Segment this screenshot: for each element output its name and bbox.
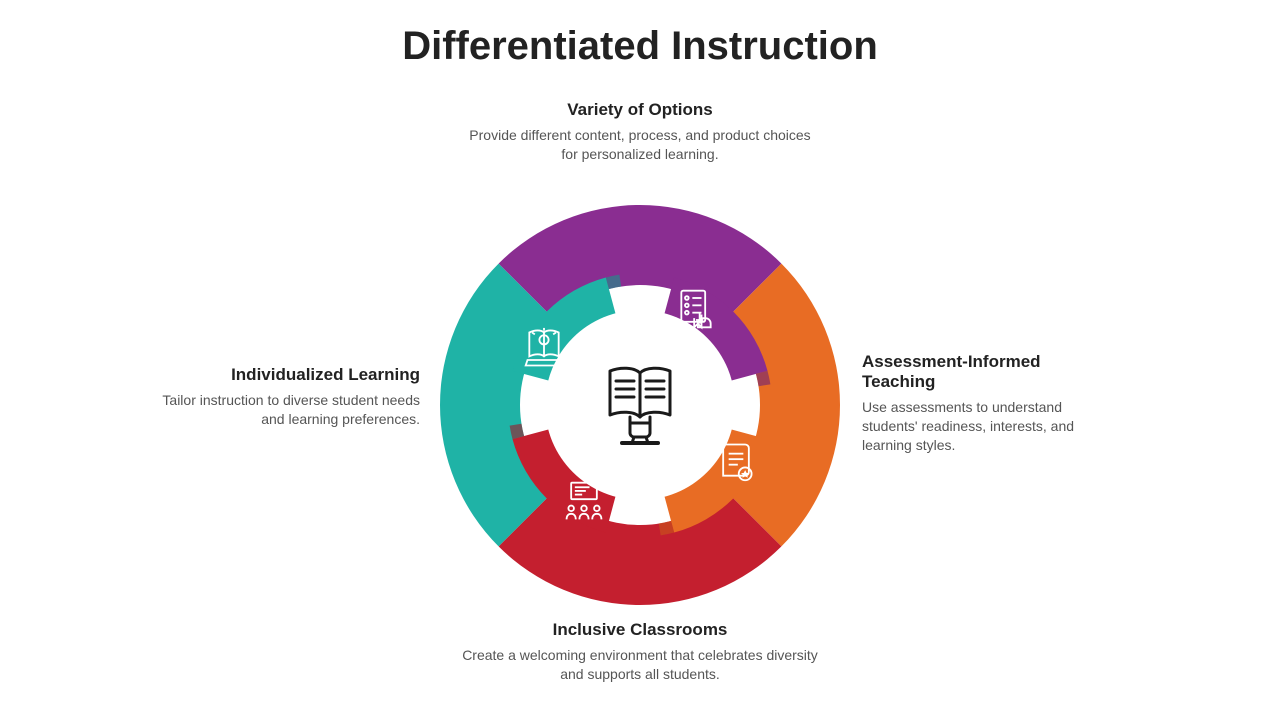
- label-individualized: Individualized Learning Tailor instructi…: [160, 365, 420, 429]
- label-title: Variety of Options: [460, 100, 820, 120]
- checklist-tap-icon: [674, 287, 718, 331]
- circular-diagram: [440, 205, 840, 605]
- label-title: Individualized Learning: [160, 365, 420, 385]
- label-assessment: Assessment-Informed Teaching Use assessm…: [862, 352, 1112, 455]
- book-lightbulb-icon: [522, 327, 566, 371]
- certificate-star-icon: [714, 439, 758, 483]
- hand-book-icon: [590, 355, 690, 455]
- label-desc: Use assessments to understand students' …: [862, 398, 1112, 455]
- label-variety: Variety of Options Provide different con…: [460, 100, 820, 164]
- page-title: Differentiated Instruction: [0, 24, 1280, 69]
- label-desc: Tailor instruction to diverse student ne…: [160, 391, 420, 429]
- label-title: Inclusive Classrooms: [450, 620, 830, 640]
- label-desc: Provide different content, process, and …: [460, 126, 820, 164]
- label-desc: Create a welcoming environment that cele…: [450, 646, 830, 684]
- classroom-people-icon: [562, 479, 606, 523]
- label-inclusive: Inclusive Classrooms Create a welcoming …: [450, 620, 830, 684]
- label-title: Assessment-Informed Teaching: [862, 352, 1112, 392]
